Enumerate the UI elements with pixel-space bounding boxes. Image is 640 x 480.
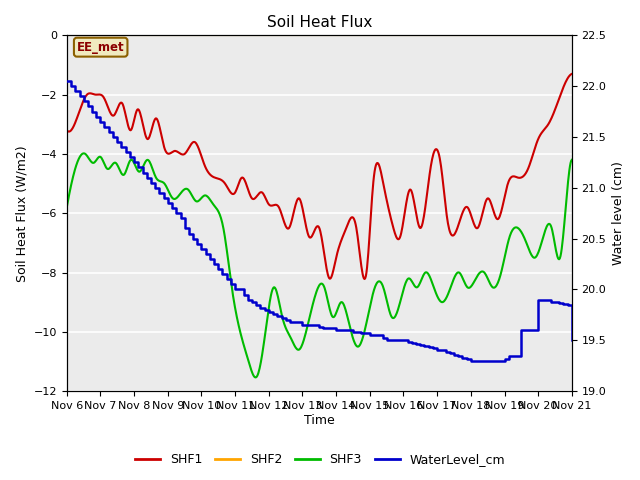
- Y-axis label: Soil Heat Flux (W/m2): Soil Heat Flux (W/m2): [15, 145, 28, 282]
- Title: Soil Heat Flux: Soil Heat Flux: [267, 15, 372, 30]
- Y-axis label: Water level (cm): Water level (cm): [612, 161, 625, 265]
- Legend: SHF1, SHF2, SHF3, WaterLevel_cm: SHF1, SHF2, SHF3, WaterLevel_cm: [130, 448, 510, 471]
- X-axis label: Time: Time: [304, 414, 335, 427]
- Text: EE_met: EE_met: [77, 41, 125, 54]
